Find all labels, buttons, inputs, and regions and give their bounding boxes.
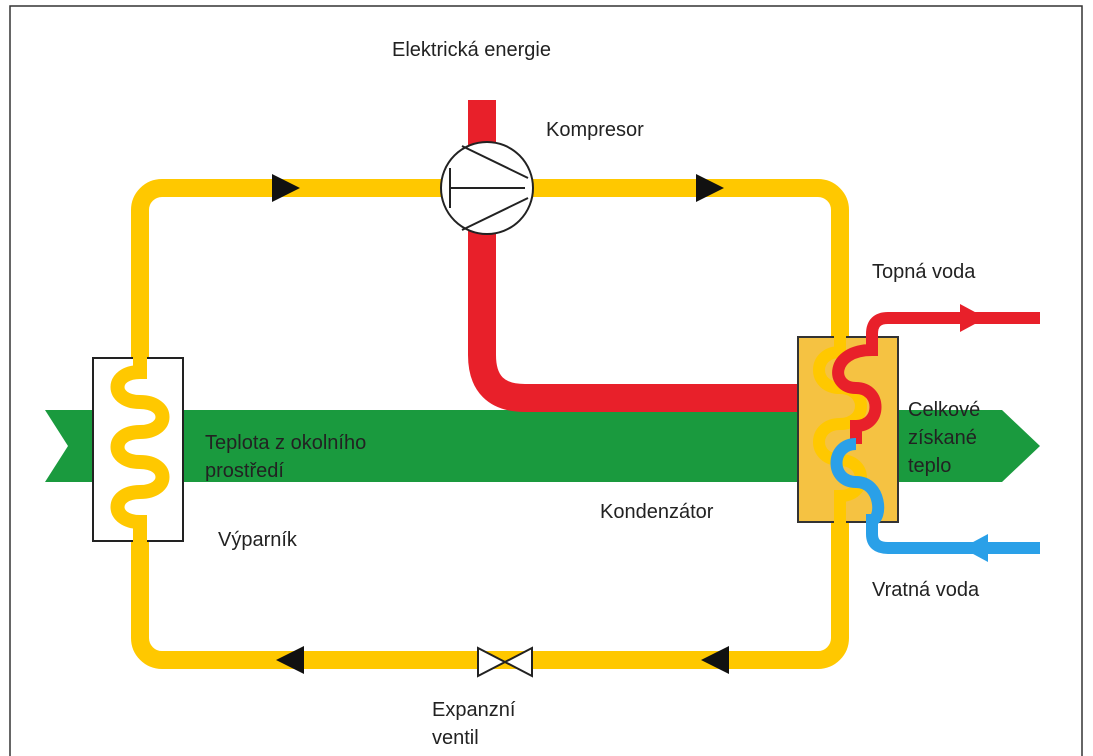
label: Vratná voda — [872, 579, 980, 601]
evaporator — [92, 352, 184, 548]
condenser — [797, 312, 1040, 554]
label: Teplota z okolního — [205, 432, 366, 454]
flow-arrow — [701, 646, 729, 674]
label: Kondenzátor — [600, 501, 714, 523]
label: získané — [908, 427, 977, 449]
label: Výparník — [218, 529, 298, 551]
expansion-valve — [477, 646, 533, 678]
label: teplo — [908, 455, 951, 477]
frame — [9, 5, 1083, 756]
heat-flow-arrow — [45, 410, 1040, 482]
label: Kompresor — [546, 119, 644, 141]
flow-arrow — [960, 304, 986, 332]
hot-line — [468, 100, 805, 412]
label: Topná voda — [872, 261, 976, 283]
label: Celkové — [908, 399, 980, 421]
label: prostředí — [205, 460, 284, 482]
label: Expanzní — [432, 699, 516, 721]
flow-arrow — [962, 534, 988, 562]
compressor — [440, 141, 534, 235]
flow-arrow — [272, 174, 300, 202]
flow-arrow — [276, 646, 304, 674]
label: ventil — [432, 727, 479, 749]
label: Elektrická energie — [392, 39, 551, 61]
flow-arrow — [696, 174, 724, 202]
